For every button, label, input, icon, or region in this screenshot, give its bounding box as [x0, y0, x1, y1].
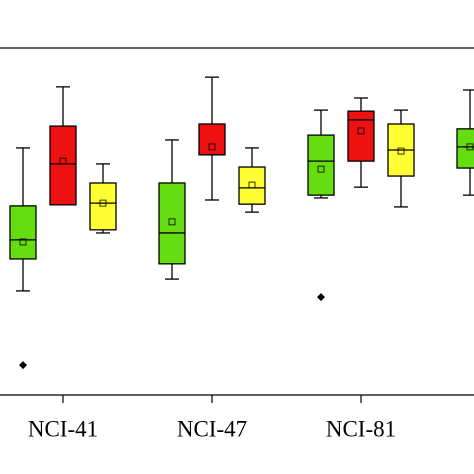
box — [456, 128, 474, 169]
mean — [397, 147, 405, 155]
mean — [19, 238, 27, 246]
box — [49, 125, 77, 206]
mean — [357, 127, 365, 135]
mean — [248, 181, 256, 189]
mean — [317, 165, 325, 173]
mean — [168, 218, 176, 226]
outlier — [317, 293, 325, 302]
box — [9, 205, 37, 260]
x-tick-label: NCI-81 — [326, 416, 396, 441]
x-tick-label: NCI-47 — [177, 416, 247, 441]
mean — [59, 157, 67, 165]
box — [158, 182, 186, 265]
x-tick-label: NCI-41 — [28, 416, 98, 441]
outlier — [19, 361, 27, 370]
box — [238, 166, 266, 205]
mean — [208, 143, 216, 151]
mean — [99, 199, 107, 207]
mean — [466, 143, 474, 151]
box — [347, 110, 375, 162]
box — [307, 134, 335, 196]
